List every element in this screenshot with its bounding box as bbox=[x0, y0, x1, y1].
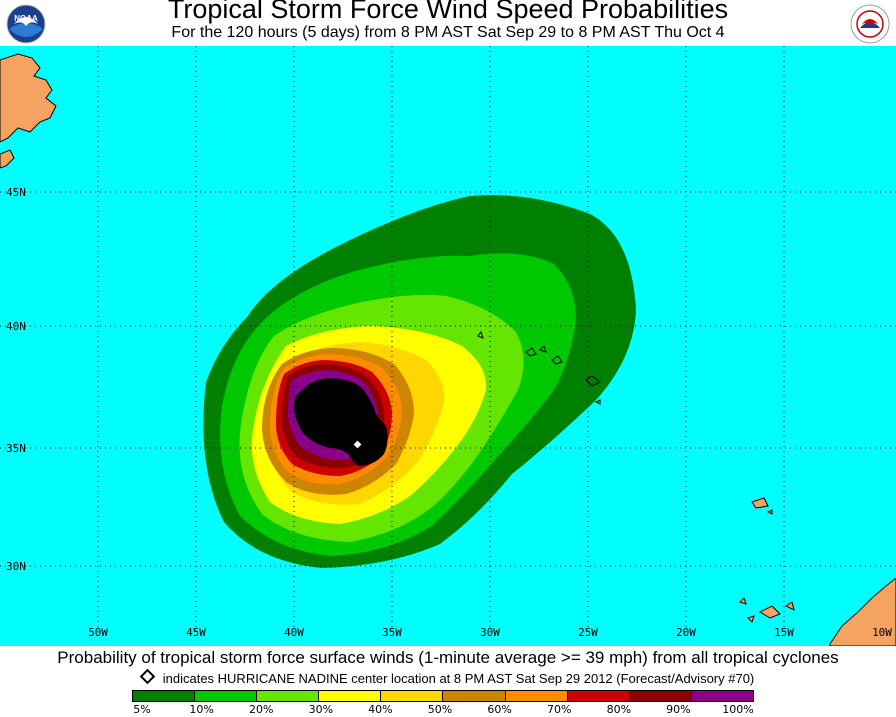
lon-label-15w: 15W bbox=[774, 626, 794, 639]
nova-scotia-land bbox=[0, 149, 15, 169]
scale-label: 90% bbox=[666, 703, 691, 716]
lon-label-40w: 40W bbox=[284, 626, 304, 639]
center-diamond-icon bbox=[139, 668, 156, 685]
canary-islands bbox=[739, 597, 795, 623]
scale-label: 20% bbox=[248, 703, 274, 716]
scale-label: 70% bbox=[546, 703, 572, 716]
madeira-islands bbox=[751, 497, 773, 515]
page-title: Tropical Storm Force Wind Speed Probabil… bbox=[167, 0, 729, 24]
footer: Probability of tropical storm force surf… bbox=[0, 646, 896, 716]
scale-swatch bbox=[567, 691, 630, 701]
land-masses bbox=[0, 53, 896, 646]
lon-label-20w: 20W bbox=[676, 626, 696, 639]
lon-label-50w: 50W bbox=[88, 626, 108, 639]
lat-label-35n: 35N bbox=[6, 442, 26, 455]
scale-swatch bbox=[133, 691, 196, 701]
scale-label: 60% bbox=[487, 703, 512, 716]
scale-swatch bbox=[691, 691, 753, 701]
page-subtitle: For the 120 hours (5 days) from 8 PM AST… bbox=[171, 24, 725, 41]
longitude-labels: 50W 45W 40W 35W 30W 25W 20W 15W 10W bbox=[88, 626, 892, 639]
probability-color-scale bbox=[132, 690, 754, 702]
national-weather-service-logo-icon bbox=[850, 4, 890, 44]
scale-label: 80% bbox=[606, 703, 632, 716]
scale-label: 30% bbox=[308, 703, 334, 716]
scale-label: 5% bbox=[133, 703, 151, 716]
scale-swatch bbox=[257, 691, 320, 701]
lon-label-10w: 10W bbox=[872, 626, 892, 639]
center-location-note: indicates HURRICANE NADINE center locati… bbox=[0, 668, 896, 686]
contour-100pct bbox=[294, 378, 388, 466]
scale-swatch bbox=[505, 691, 568, 701]
africa-land bbox=[829, 577, 896, 646]
newfoundland-land bbox=[0, 53, 57, 143]
scale-label: 100% bbox=[722, 703, 754, 716]
scale-swatch bbox=[629, 691, 692, 701]
noaa-logo-text: NOAA bbox=[14, 14, 38, 23]
lon-label-45w: 45W bbox=[186, 626, 206, 639]
scale-swatch bbox=[443, 691, 506, 701]
azores-islands bbox=[477, 330, 601, 405]
storm-center-diamond-icon bbox=[351, 438, 364, 451]
lat-label-30n: 30N bbox=[6, 560, 26, 573]
lon-label-30w: 30W bbox=[480, 626, 500, 639]
map-caption: Probability of tropical storm force surf… bbox=[57, 648, 839, 667]
header: NOAA Tropical Storm Force Wind Speed Pro… bbox=[0, 0, 896, 46]
probability-map: 45N 40N 35N 30N 50W 45W 40W 35W 30W 25W … bbox=[0, 46, 896, 646]
scale-label: 40% bbox=[368, 703, 393, 716]
probability-contours bbox=[203, 195, 637, 568]
lon-label-35w: 35W bbox=[382, 626, 402, 639]
lat-label-40n: 40N bbox=[6, 320, 26, 333]
noaa-logo-icon: NOAA bbox=[6, 4, 46, 44]
lon-label-25w: 25W bbox=[578, 626, 598, 639]
latitude-labels: 45N 40N 35N 30N bbox=[6, 186, 26, 573]
center-location-text: indicates HURRICANE NADINE center locati… bbox=[162, 671, 755, 686]
scale-label: 50% bbox=[427, 703, 453, 716]
probability-scale-labels: 5% 10% 20% 30% 40% 50% 60% 70% 80% 90% 100% bbox=[0, 703, 896, 717]
scale-swatch bbox=[319, 691, 382, 701]
scale-swatch bbox=[381, 691, 444, 701]
scale-swatch bbox=[195, 691, 258, 701]
scale-label: 10% bbox=[189, 703, 214, 716]
lat-label-45n: 45N bbox=[6, 186, 26, 199]
